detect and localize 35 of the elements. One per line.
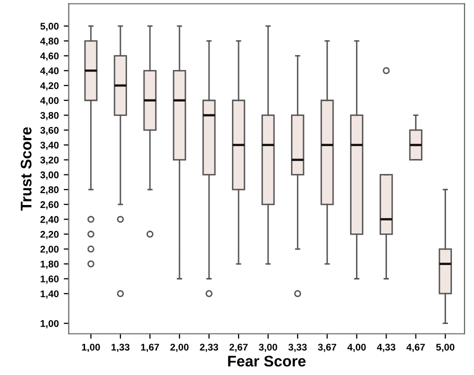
x-tick-label: 1,67 xyxy=(141,344,159,352)
y-tick-label: 2,20 xyxy=(40,230,59,240)
y-axis-title: Trust Score xyxy=(20,127,32,211)
y-tick-label: 1,40 xyxy=(40,290,59,299)
y-tick-label: 4,20 xyxy=(40,82,59,91)
x-axis-title: Fear Score xyxy=(228,356,306,367)
y-tick-label: 3,40 xyxy=(40,142,59,150)
x-tick-label: 4,00 xyxy=(347,344,366,352)
y-tick-label: 3,00 xyxy=(40,171,59,180)
x-tick-label: 1,00 xyxy=(82,344,100,352)
y-tick-label: 4,60 xyxy=(40,52,59,61)
y-tick-label: 1,80 xyxy=(40,260,59,269)
x-tick-label: 1,33 xyxy=(112,344,130,352)
y-tick-label: 1,60 xyxy=(40,275,59,284)
x-tick-label: 2,00 xyxy=(170,344,189,352)
x-tick-label: 4,33 xyxy=(376,344,396,352)
y-tick-label: 4,80 xyxy=(40,38,59,46)
x-tick-label: 3,00 xyxy=(258,344,278,352)
y-tick-label: 2,80 xyxy=(40,186,59,195)
x-tick-label: 3,67 xyxy=(318,344,336,352)
y-tick-label: 4,40 xyxy=(40,67,59,76)
x-tick-label: 4,67 xyxy=(406,344,425,352)
x-tick-label: 3,33 xyxy=(288,344,307,352)
y-tick-label: 2,40 xyxy=(40,216,59,224)
x-tick-label: 2,33 xyxy=(200,344,218,352)
x-tick-label: 5,00 xyxy=(436,344,454,352)
y-tick-label: 3,20 xyxy=(40,156,59,165)
y-tick-label: 3,60 xyxy=(40,126,59,136)
y-tick-label: 3,80 xyxy=(40,112,59,120)
y-tick-label: 5,00 xyxy=(40,22,59,32)
y-tick-label: 2,00 xyxy=(40,246,59,254)
y-tick-label: 2,60 xyxy=(40,201,59,210)
y-tick-label: 4,00 xyxy=(40,97,59,106)
y-tick-label: 1,00 xyxy=(40,320,59,328)
x-tick-label: 2,67 xyxy=(229,344,248,352)
